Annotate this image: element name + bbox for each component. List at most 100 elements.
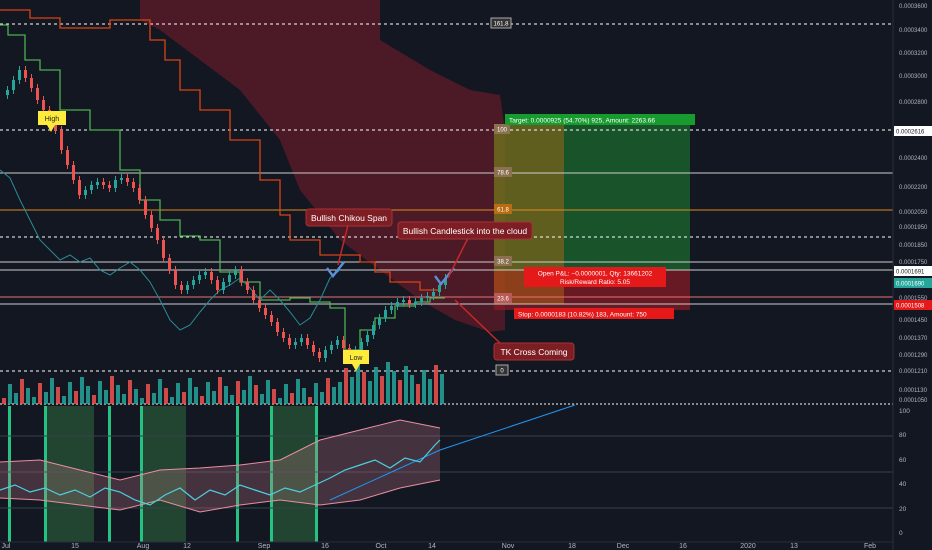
candle-body <box>216 280 219 290</box>
osc-shade-1 <box>44 406 94 542</box>
candle-body <box>12 80 15 90</box>
candle-body <box>432 292 435 296</box>
candle-body <box>360 342 363 350</box>
tk-callout-box[interactable] <box>493 342 575 361</box>
osc-tick-label: 20 <box>899 506 907 513</box>
price-tick-label: 0.0001450 <box>899 318 928 324</box>
low-flag[interactable] <box>343 350 369 364</box>
target-price-text: 0.0002616 <box>896 130 925 136</box>
chikou-callout-box[interactable] <box>305 208 393 227</box>
osc-tick-label: 80 <box>899 432 907 439</box>
candle-body <box>396 302 399 306</box>
candle-body <box>270 315 273 322</box>
volume-bar <box>86 386 90 404</box>
candle-body <box>18 70 21 80</box>
price-tick-label: 0.0001130 <box>899 388 928 394</box>
volume-bar <box>344 368 348 404</box>
low-flag-text: Low <box>350 355 364 362</box>
candle-body <box>438 285 441 292</box>
volume-bar <box>122 394 126 404</box>
price-tick-label: 0.0001210 <box>899 369 928 375</box>
volume-bar <box>326 378 330 404</box>
volume-bar <box>272 389 276 404</box>
candle-body <box>414 302 417 304</box>
volume-bar <box>398 380 402 404</box>
volume-bar <box>338 382 342 404</box>
candle-callout-arrow <box>447 237 469 279</box>
stop-label-box[interactable] <box>514 308 674 319</box>
time-tick-label: 12 <box>183 543 191 550</box>
candle-body <box>390 306 393 310</box>
fib-label-786: 78.6 <box>497 171 509 177</box>
price-tick-label: 0.0001050 <box>899 398 928 404</box>
candle-body <box>24 70 27 78</box>
target-label-box[interactable] <box>505 114 695 125</box>
candle-body <box>420 298 423 302</box>
osc-bar-3 <box>108 406 111 542</box>
candle-body <box>180 285 183 290</box>
volume-bar <box>320 392 324 404</box>
price-tick-label: 0.0003400 <box>899 28 928 34</box>
volume-bar <box>284 384 288 404</box>
candle-body <box>102 182 105 185</box>
candle-body <box>36 88 39 100</box>
candle-body <box>444 278 447 285</box>
stop-price-label <box>894 300 932 310</box>
pnl-label-box[interactable] <box>524 267 666 287</box>
candle-body <box>120 178 123 180</box>
volume-series <box>2 362 444 404</box>
candle-body <box>384 310 387 318</box>
candle-callout-box[interactable] <box>397 221 533 240</box>
price-tick-label: 0.0003200 <box>899 51 928 57</box>
candle-body <box>162 240 165 258</box>
fib-label-382: 38.2 <box>497 260 509 266</box>
target-price-label <box>894 126 932 136</box>
osc-shade-2 <box>140 406 186 542</box>
candle-body <box>60 130 63 150</box>
candle-body <box>378 318 381 325</box>
candle-body <box>288 338 291 345</box>
price-tick-label: 0.0003000 <box>899 74 928 80</box>
volume-bar <box>290 393 294 404</box>
volume-bar <box>140 398 144 404</box>
candle-body <box>132 182 135 188</box>
candle-body <box>426 296 429 298</box>
price-tick-label: 0.0002200 <box>899 185 928 191</box>
candle-body <box>78 180 81 195</box>
time-tick-label: Aug <box>137 543 150 550</box>
tk-callout-text: TK Cross Coming <box>500 347 567 357</box>
fib-labels: 161.8 100 78.6 61.8 38.2 23.6 0 <box>490 17 512 376</box>
candle-body <box>336 340 339 345</box>
volume-bar <box>314 383 318 404</box>
volume-bar <box>38 383 42 404</box>
volume-bar <box>248 376 252 404</box>
candle-body <box>42 100 45 110</box>
candle-body <box>318 352 321 358</box>
fib-label-618: 61.8 <box>497 208 509 214</box>
candle-body <box>30 78 33 88</box>
candle-body <box>204 272 207 275</box>
candle-body <box>246 282 249 290</box>
candle-body <box>306 338 309 345</box>
time-tick-label: Dec <box>617 543 630 550</box>
candle-body <box>156 228 159 240</box>
osc-signal-line <box>0 439 441 506</box>
volume-bar <box>236 381 240 404</box>
volume-bar <box>440 374 444 404</box>
candle-body <box>138 188 141 200</box>
time-tick-label: 15 <box>71 543 79 550</box>
time-tick-label: 13 <box>790 543 798 550</box>
candle-body <box>372 325 375 335</box>
time-tick-label: 16 <box>321 543 329 550</box>
oscillator-pane <box>0 404 893 542</box>
price-tick-label: 0.0002400 <box>899 156 928 162</box>
candle-body <box>198 275 201 280</box>
price-tick-label: 0.0002800 <box>899 100 928 106</box>
volume-bar <box>410 375 414 404</box>
volume-bar <box>182 392 186 404</box>
chikou-callout-text: Bullish Chikou Span <box>311 213 387 223</box>
high-flag[interactable] <box>38 111 66 125</box>
chikou-callout-arrow <box>337 224 349 266</box>
volume-bar <box>368 381 372 404</box>
